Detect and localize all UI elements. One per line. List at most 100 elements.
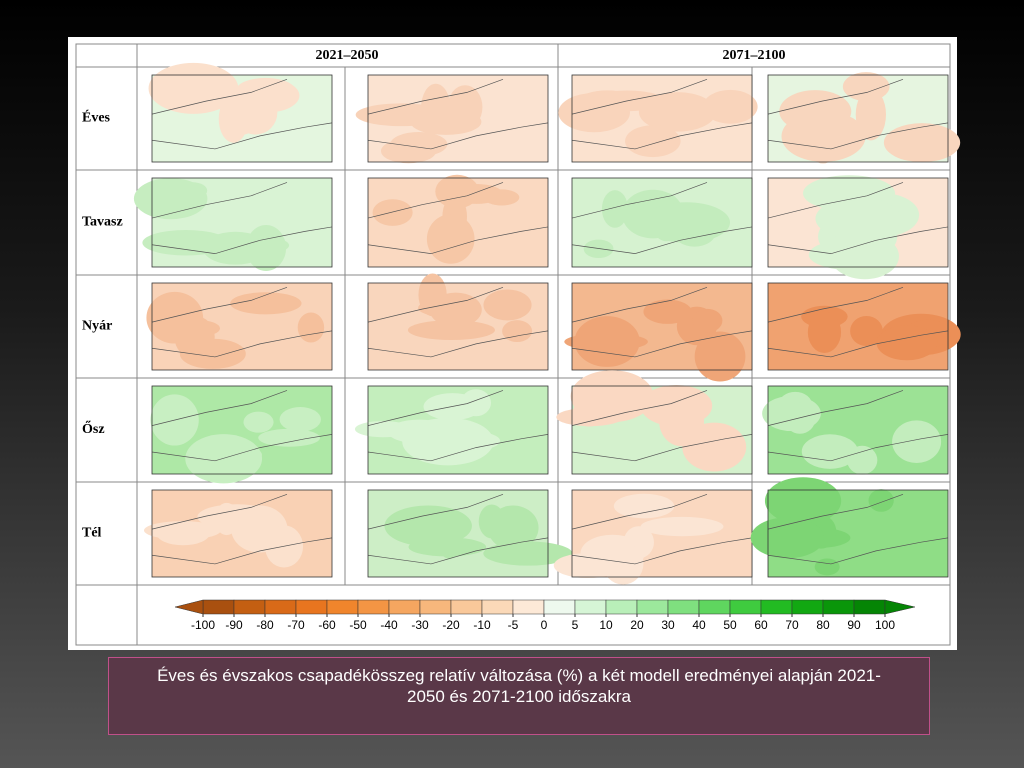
colorbar-segment	[388, 599, 421, 615]
colorbar-label: 70	[785, 618, 799, 632]
colorbar-label: -90	[225, 618, 243, 632]
map-border	[767, 434, 949, 462]
map-border	[767, 494, 904, 530]
map-border	[151, 434, 333, 462]
figure: 2021–2050 2071–2100 Éves Tavasz Nyár Ősz Tél…	[75, 43, 961, 646]
map-border	[767, 287, 904, 323]
row-label: Nyár	[82, 319, 112, 334]
colorbar-label: 90	[847, 618, 861, 632]
map-region	[868, 489, 894, 512]
map-region	[779, 90, 852, 133]
map-region	[402, 417, 494, 466]
map-region	[702, 89, 758, 124]
map-region	[450, 183, 503, 204]
map-border	[151, 287, 288, 323]
colorbar-segment	[698, 599, 731, 615]
map-border	[571, 390, 708, 426]
map-region	[483, 289, 532, 321]
map-region	[807, 311, 842, 353]
colorbar-label: -70	[287, 618, 305, 632]
map-region	[279, 407, 321, 432]
map-region	[692, 308, 723, 333]
map-panel	[553, 489, 753, 585]
map-border	[367, 330, 549, 358]
colorbar-segment	[543, 599, 576, 615]
map-region	[214, 502, 239, 536]
colorbar-segment	[667, 599, 700, 615]
map-frame	[367, 282, 549, 371]
map-region	[384, 505, 472, 547]
map-border	[151, 537, 333, 565]
map-region	[764, 477, 842, 525]
map-region	[236, 78, 300, 113]
map-region	[850, 315, 883, 347]
colorbar-segment	[791, 599, 824, 615]
colorbar-segment	[636, 599, 669, 615]
map-panel	[143, 489, 333, 578]
map-region	[502, 320, 533, 343]
period-header: 2071–2100	[723, 48, 786, 63]
map-frame	[367, 489, 549, 578]
colorbar-segment	[357, 599, 390, 615]
map-panel	[148, 62, 333, 163]
map-region	[810, 134, 836, 164]
map-region	[447, 85, 483, 130]
map-region	[243, 411, 274, 433]
map-frame	[767, 489, 949, 578]
colorbar-label: 40	[692, 618, 706, 632]
colorbar-arrow	[884, 599, 916, 615]
map-border	[571, 287, 708, 323]
row-label: Tél	[82, 526, 102, 541]
map-frame	[767, 177, 949, 268]
map-border	[767, 390, 904, 426]
map-panel	[767, 72, 961, 164]
map-region	[883, 123, 961, 163]
map-region	[206, 234, 290, 256]
map-panel	[150, 385, 333, 484]
colorbar-label: -60	[318, 618, 336, 632]
colorbar-label: 100	[875, 618, 895, 632]
colorbar-segment	[822, 599, 855, 615]
map-frame	[571, 282, 753, 371]
map-region	[640, 385, 713, 427]
map-border	[767, 122, 949, 150]
map-frame	[367, 74, 549, 163]
map-region	[460, 389, 492, 417]
map-border	[367, 122, 549, 150]
colorbar-arrow	[174, 599, 204, 615]
map-panel	[558, 74, 758, 163]
map-border	[767, 226, 949, 255]
map-border	[571, 494, 708, 530]
map-border	[367, 79, 504, 115]
map-border	[151, 122, 333, 150]
map-region	[694, 331, 746, 382]
map-panel	[750, 477, 949, 578]
map-border	[151, 226, 333, 255]
caption: Éves és évszakos csapadékösszeg relatív …	[108, 657, 930, 735]
map-border	[767, 79, 904, 115]
map-region	[372, 199, 413, 226]
map-border	[767, 330, 949, 358]
map-panel	[355, 74, 549, 164]
colorbar-label: -40	[380, 618, 398, 632]
map-border	[367, 287, 504, 323]
colorbar-label: 30	[661, 618, 675, 632]
map-panel	[367, 174, 549, 268]
map-frame	[767, 282, 949, 371]
map-panel	[762, 385, 949, 475]
map-region	[642, 202, 731, 243]
map-frame	[767, 385, 949, 475]
map-border	[767, 537, 949, 565]
map-region	[179, 338, 246, 369]
row-label: Tavasz	[82, 215, 123, 230]
colorbar-segment	[419, 599, 452, 615]
map-panel	[556, 370, 753, 475]
map-region	[892, 420, 942, 464]
colorbar-segment	[450, 599, 483, 615]
map-border	[367, 226, 549, 255]
colorbar-label: 60	[754, 618, 768, 632]
map-region	[177, 182, 208, 199]
map-region	[143, 521, 221, 540]
colorbar-label: 50	[723, 618, 737, 632]
